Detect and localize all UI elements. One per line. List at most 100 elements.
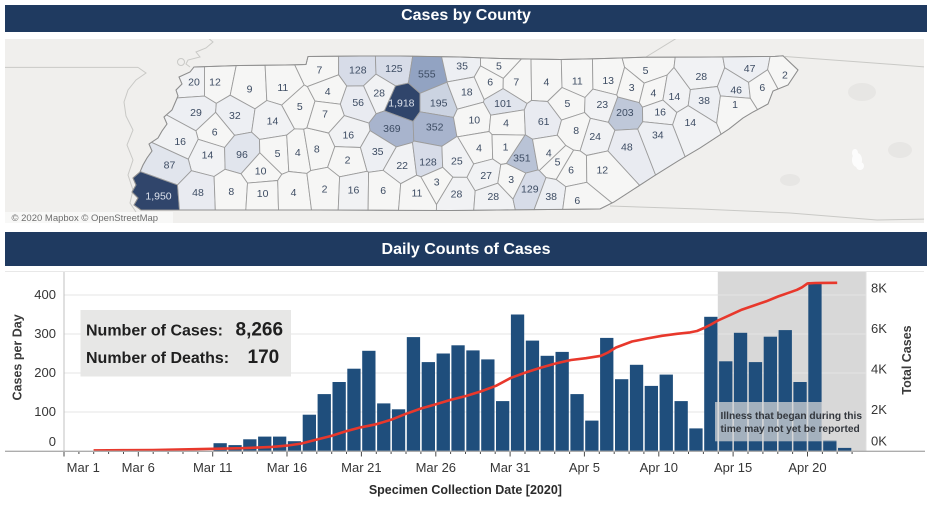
svg-text:10: 10 — [468, 114, 480, 126]
svg-text:18: 18 — [461, 87, 473, 99]
svg-text:7: 7 — [513, 77, 519, 89]
svg-text:61: 61 — [538, 116, 550, 128]
svg-text:16: 16 — [342, 129, 354, 141]
svg-text:4: 4 — [476, 143, 482, 155]
svg-text:0: 0 — [49, 434, 56, 449]
svg-text:6: 6 — [380, 185, 386, 197]
svg-text:555: 555 — [418, 68, 436, 80]
svg-text:11: 11 — [572, 76, 583, 88]
svg-text:125: 125 — [385, 63, 403, 75]
svg-text:1,950: 1,950 — [145, 190, 171, 202]
svg-text:10: 10 — [255, 165, 267, 177]
svg-text:1: 1 — [503, 142, 509, 154]
svg-text:4: 4 — [503, 118, 509, 130]
svg-text:128: 128 — [349, 64, 367, 76]
svg-text:203: 203 — [616, 107, 634, 119]
svg-text:24: 24 — [589, 131, 601, 143]
svg-text:Mar 31: Mar 31 — [490, 460, 530, 475]
svg-text:128: 128 — [419, 157, 437, 169]
svg-text:7: 7 — [322, 108, 328, 120]
svg-text:38: 38 — [698, 95, 710, 107]
svg-text:13: 13 — [602, 75, 614, 87]
svg-text:46: 46 — [730, 85, 742, 97]
svg-text:28: 28 — [487, 191, 499, 203]
svg-text:12: 12 — [209, 76, 221, 88]
svg-text:3: 3 — [434, 177, 440, 189]
svg-text:Apr 10: Apr 10 — [640, 460, 678, 475]
svg-text:Apr 20: Apr 20 — [788, 460, 826, 475]
svg-text:5: 5 — [275, 148, 281, 160]
svg-text:22: 22 — [396, 160, 408, 172]
svg-text:20: 20 — [188, 76, 200, 88]
svg-text:4: 4 — [325, 86, 331, 98]
svg-text:Cases per Day: Cases per Day — [11, 314, 25, 400]
svg-text:2: 2 — [345, 154, 351, 166]
svg-text:6: 6 — [212, 127, 218, 139]
svg-text:28: 28 — [695, 71, 707, 83]
svg-text:56: 56 — [352, 97, 364, 109]
svg-text:12: 12 — [596, 164, 608, 176]
svg-text:Number of Deaths:: Number of Deaths: — [86, 350, 229, 367]
svg-text:Illness that began during this: Illness that began during this — [721, 411, 863, 422]
svg-text:48: 48 — [192, 187, 204, 199]
svg-text:Specimen Collection Date [2020: Specimen Collection Date [2020] — [369, 483, 562, 497]
svg-text:16: 16 — [654, 107, 666, 119]
svg-text:Mar 1: Mar 1 — [67, 460, 100, 475]
svg-text:1,918: 1,918 — [388, 97, 414, 109]
svg-text:8: 8 — [314, 144, 320, 156]
svg-text:4: 4 — [543, 76, 549, 88]
svg-text:Number of Cases:: Number of Cases: — [86, 323, 223, 340]
svg-text:3: 3 — [508, 174, 514, 186]
svg-text:14: 14 — [267, 116, 279, 128]
svg-text:6: 6 — [759, 82, 765, 94]
svg-text:16: 16 — [348, 185, 360, 197]
svg-text:28: 28 — [373, 87, 385, 99]
svg-text:34: 34 — [652, 130, 664, 142]
svg-text:4K: 4K — [871, 362, 887, 377]
svg-text:4: 4 — [650, 87, 656, 99]
svg-text:Mar 26: Mar 26 — [416, 460, 456, 475]
svg-text:16: 16 — [174, 136, 186, 148]
svg-text:27: 27 — [480, 170, 492, 182]
svg-text:32: 32 — [229, 110, 241, 122]
svg-text:170: 170 — [248, 347, 280, 368]
svg-text:11: 11 — [277, 82, 288, 94]
svg-text:7: 7 — [316, 64, 322, 76]
svg-text:5: 5 — [496, 61, 502, 73]
svg-text:Mar 11: Mar 11 — [193, 460, 233, 475]
svg-text:Mar 21: Mar 21 — [341, 460, 381, 475]
svg-text:129: 129 — [521, 183, 539, 195]
svg-text:300: 300 — [34, 326, 56, 341]
svg-text:14: 14 — [202, 150, 214, 162]
svg-text:0K: 0K — [871, 434, 887, 449]
svg-text:© 2020 Mapbox © OpenStreetMap: © 2020 Mapbox © OpenStreetMap — [12, 213, 159, 223]
svg-text:8K: 8K — [871, 281, 887, 296]
svg-text:5: 5 — [564, 98, 570, 110]
svg-text:6: 6 — [487, 76, 493, 88]
svg-text:8: 8 — [573, 125, 579, 137]
svg-text:6K: 6K — [871, 321, 887, 336]
svg-text:4: 4 — [295, 147, 301, 159]
svg-text:195: 195 — [430, 97, 448, 109]
svg-text:10: 10 — [257, 188, 269, 200]
svg-text:25: 25 — [451, 156, 463, 168]
svg-text:200: 200 — [34, 365, 56, 380]
svg-text:6: 6 — [574, 195, 580, 207]
svg-text:100: 100 — [34, 404, 56, 419]
svg-text:369: 369 — [383, 123, 401, 135]
svg-text:96: 96 — [236, 149, 248, 161]
svg-text:14: 14 — [669, 91, 681, 103]
svg-text:Mar 16: Mar 16 — [267, 460, 307, 475]
svg-text:23: 23 — [596, 99, 608, 111]
svg-text:29: 29 — [190, 107, 202, 119]
svg-text:9: 9 — [247, 83, 253, 95]
svg-text:time may not yet be reported: time may not yet be reported — [721, 424, 860, 435]
svg-text:28: 28 — [451, 188, 463, 200]
svg-text:11: 11 — [411, 188, 422, 200]
svg-text:35: 35 — [456, 61, 468, 73]
svg-text:4: 4 — [291, 187, 297, 199]
svg-text:2: 2 — [322, 183, 328, 195]
svg-text:5: 5 — [555, 157, 561, 169]
svg-text:8: 8 — [228, 186, 234, 198]
svg-text:5: 5 — [643, 65, 649, 77]
